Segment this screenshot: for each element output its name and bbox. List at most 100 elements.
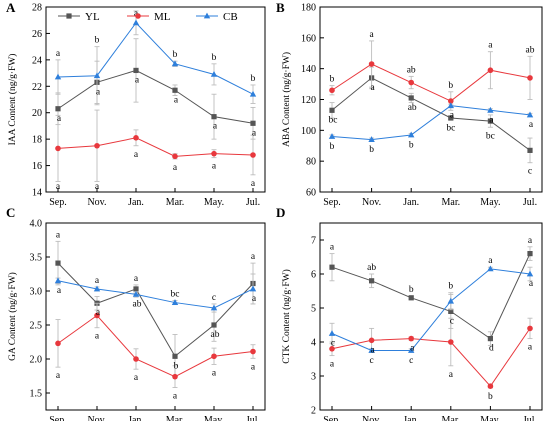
series-cb: [328, 265, 534, 353]
series-line: [57, 314, 254, 378]
y-tick-label: 28: [32, 3, 42, 14]
x-tick-label: Jul.: [246, 415, 260, 421]
series-line: [331, 105, 531, 141]
significance-label: d: [489, 344, 494, 354]
series-line: [57, 280, 254, 309]
y-tick-label: 2: [311, 406, 316, 417]
data-point: [172, 153, 178, 160]
y-axis-label: GA Content (ng/g·FW): [7, 272, 18, 361]
x-tick-label: Jul.: [523, 415, 537, 421]
x-tick-label: May.: [204, 415, 224, 421]
x-tick-label: Sep.: [323, 415, 341, 421]
significance-label: bc: [171, 290, 180, 300]
x-tick-label: Sep.: [49, 415, 67, 421]
y-axis-label: IAA Content (ng/g·FW): [7, 54, 18, 146]
x-tick-label: Sep.: [323, 197, 341, 208]
legend: YL ML CB: [58, 11, 238, 23]
significance-label: b: [409, 285, 414, 295]
data-point: [329, 264, 335, 270]
significance-label: b: [330, 75, 335, 85]
y-tick-label: 18: [32, 135, 42, 146]
series-cb: [54, 10, 257, 106]
significance-label: a: [410, 344, 415, 354]
x-tick-label: May.: [480, 415, 500, 421]
significance-label: a: [56, 182, 61, 192]
panel-letter: C: [6, 205, 15, 220]
x-tick-label: Nov.: [87, 415, 106, 421]
data-point: [369, 278, 375, 284]
x-tick-label: Mar.: [441, 415, 460, 421]
significance-label: a: [529, 279, 534, 289]
series-line: [57, 22, 254, 95]
panel-c: C 1.5 2.0 2.5 3.0 3.5 4.0 Sep. Nov. Jan. Mar. May. J…: [6, 205, 266, 421]
data-point: [487, 383, 494, 390]
significance-label: a: [56, 230, 61, 240]
x-tick-label: Nov.: [362, 415, 381, 421]
data-point: [171, 60, 179, 67]
x-tick-label: Jan.: [403, 415, 419, 421]
x-tick-label: Nov.: [362, 197, 381, 208]
data-point: [93, 285, 101, 292]
significance-label: a: [96, 308, 101, 318]
significance-label: c: [409, 356, 413, 366]
x-tick-label: Mar.: [166, 415, 185, 421]
plot-frame: [319, 222, 543, 411]
significance-label: a: [252, 294, 257, 304]
data-point: [448, 98, 454, 104]
y-tick-label: 100: [301, 126, 316, 137]
significance-label: a: [251, 179, 256, 189]
significance-label: a: [489, 115, 494, 125]
y-tick-label: 26: [32, 29, 42, 40]
data-point: [54, 73, 62, 80]
series-yl: [329, 246, 533, 346]
data-point: [55, 340, 61, 347]
x-tick-label: Jan.: [128, 415, 144, 421]
y-tick-label: 7: [311, 236, 316, 247]
panel-b: B 60 80 100 120 140 160 180 Sep. Nov. Jan. Mar. May.…: [276, 0, 543, 208]
legend-marker: [66, 13, 72, 19]
significance-label: c: [369, 356, 373, 366]
data-point: [408, 79, 415, 86]
legend-item-cb: CB: [196, 11, 238, 23]
significance-label: a: [95, 182, 100, 192]
data-point: [133, 286, 139, 292]
y-tick-label: 20: [32, 108, 42, 119]
data-point: [249, 90, 257, 97]
data-point: [487, 118, 493, 124]
x-tick-label: Jul.: [523, 197, 537, 208]
y-tick-label: 24: [32, 55, 42, 66]
significance-label: a: [449, 370, 454, 380]
data-point: [448, 308, 454, 314]
legend-item-yl: YL: [58, 11, 100, 23]
data-point: [133, 135, 139, 141]
significance-label: a: [212, 162, 217, 172]
y-tick-label: 160: [301, 33, 316, 44]
data-point: [210, 70, 218, 77]
data-point: [93, 72, 101, 79]
y-tick-label: 3: [311, 372, 316, 383]
significance-label: a: [370, 83, 375, 93]
data-point: [211, 114, 217, 120]
panel-d: D 2 3 4 5 6 7 Sep. Nov. Jan. Mar. May. Jul. CTK Conte…: [276, 205, 543, 421]
data-point: [211, 353, 217, 360]
data-point: [172, 373, 178, 380]
significance-label: a: [56, 371, 61, 381]
legend-label: YL: [85, 11, 100, 23]
data-point: [487, 106, 494, 113]
significance-label: ab: [408, 103, 417, 113]
significance-label: a: [134, 373, 139, 383]
data-point: [527, 75, 533, 81]
significance-label: a: [370, 345, 375, 355]
significance-label: bc: [486, 131, 495, 141]
data-point: [527, 251, 533, 257]
data-point: [448, 339, 454, 345]
series-yl: [55, 38, 256, 140]
data-point: [487, 265, 494, 272]
data-point: [448, 115, 454, 121]
data-point: [249, 285, 257, 292]
y-tick-label: 4: [311, 338, 316, 349]
y-tick-label: 120: [301, 95, 316, 106]
series-yl: [55, 240, 256, 379]
data-point: [329, 346, 335, 352]
legend-item-ml: ML: [127, 11, 171, 23]
